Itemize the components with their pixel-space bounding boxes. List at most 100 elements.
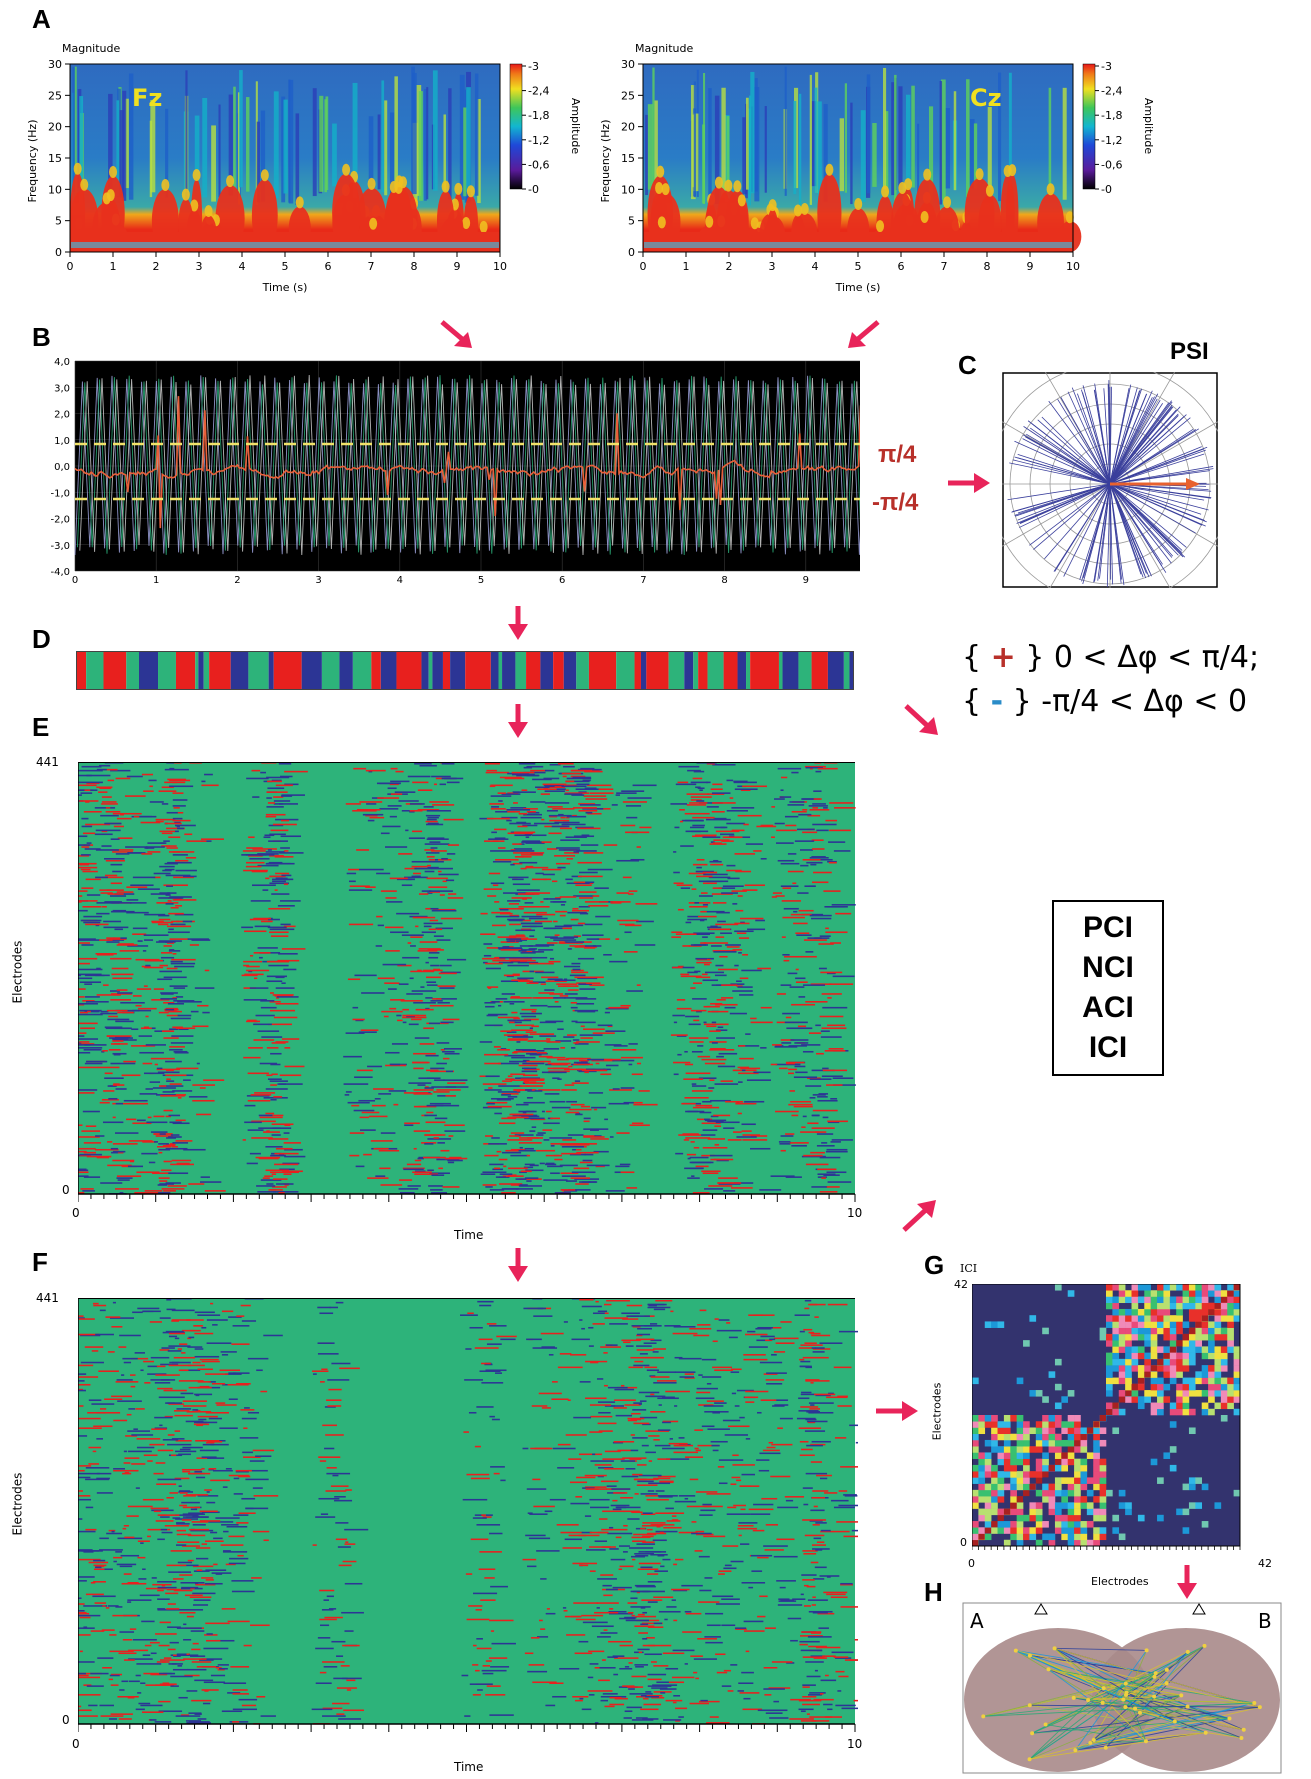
streak [793,100,797,195]
event-segment [738,937,749,939]
event-segment [137,1540,150,1543]
event-segment [743,1620,764,1623]
event-segment [96,1477,110,1480]
event-segment [169,1641,179,1644]
event-segment [439,987,455,989]
event-segment [187,1364,205,1367]
event-segment [156,1483,177,1486]
event-segment [673,1326,696,1328]
event-segment [507,772,530,775]
event-segment [261,920,273,923]
event-segment [703,942,729,944]
event-segment [323,1599,330,1601]
event-segment [499,776,522,779]
event-segment [110,849,134,851]
event-segment [806,1420,828,1423]
event-segment [710,1002,723,1005]
event-segment [627,1611,634,1614]
event-segment [693,1019,700,1022]
event-segment [581,834,590,837]
event-segment [425,1007,430,1010]
event-segment [135,1708,145,1711]
event-segment [105,1607,110,1609]
event-segment [588,1694,595,1696]
event-segment [417,809,440,811]
raster-e-ticks [78,1194,856,1202]
polar-spoke [1109,421,1218,485]
event-segment [715,830,740,833]
event-segment [674,1356,683,1359]
event-segment [588,905,609,907]
event-segment [554,934,560,936]
event-segment [733,1182,754,1184]
event-segment [415,925,419,928]
event-segment [198,1418,207,1421]
event-segment [536,1051,547,1054]
event-segment [554,821,570,824]
event-segment [634,1493,639,1495]
event-segment [692,824,705,827]
event-segment [709,1041,727,1043]
event-segment [582,808,604,810]
event-segment [737,986,753,988]
event-segment [373,1147,389,1150]
streak [693,113,699,192]
event-segment [377,797,400,799]
event-segment [523,766,533,769]
event-segment [563,965,581,968]
event-segment [550,1172,560,1175]
event-segment [693,770,705,773]
event-segment [141,965,151,968]
event-segment [206,1501,216,1504]
event-segment [270,935,289,937]
event-segment [693,982,703,984]
event-segment [521,922,543,925]
event-segment [834,807,856,809]
event-segment [594,887,609,889]
event-segment [513,791,520,793]
phase-vector [1109,483,1144,578]
event-segment [564,1190,578,1192]
event-segment [269,855,284,857]
event-segment [706,1722,730,1724]
event-segment [482,1171,507,1174]
event-segment [530,1118,546,1121]
event-segment [685,1110,698,1113]
event-segment [402,1008,410,1011]
event-segment [169,1492,179,1494]
event-segment [210,1302,214,1305]
event-segment [142,950,147,952]
sequence-segment [553,651,564,690]
event-segment [603,1058,621,1061]
event-segment [740,1067,761,1070]
event-segment [519,856,532,858]
event-segment [692,777,703,780]
event-segment [563,765,575,768]
event-segment [741,1069,746,1072]
event-segment [765,1627,776,1629]
event-segment [174,1051,189,1054]
event-segment [632,1473,643,1476]
event-segment [485,1135,494,1137]
event-segment [676,1035,687,1037]
phase-vector [1109,400,1172,485]
event-segment [748,1586,754,1589]
event-segment [635,1666,644,1668]
event-segment [497,792,506,794]
event-segment [268,1138,289,1140]
event-segment [164,822,182,825]
event-segment [739,977,749,980]
event-segment [78,1038,99,1040]
event-segment [689,906,708,908]
event-segment [117,837,133,839]
event-segment [525,1031,532,1033]
event-segment [614,1171,621,1174]
event-segment [546,848,558,850]
event-segment [243,964,250,967]
phase-vector [1023,426,1111,485]
event-segment [86,894,101,896]
event-segment [694,1550,703,1552]
event-segment [600,1346,622,1348]
event-segment [284,770,308,773]
event-segment [803,1605,811,1607]
